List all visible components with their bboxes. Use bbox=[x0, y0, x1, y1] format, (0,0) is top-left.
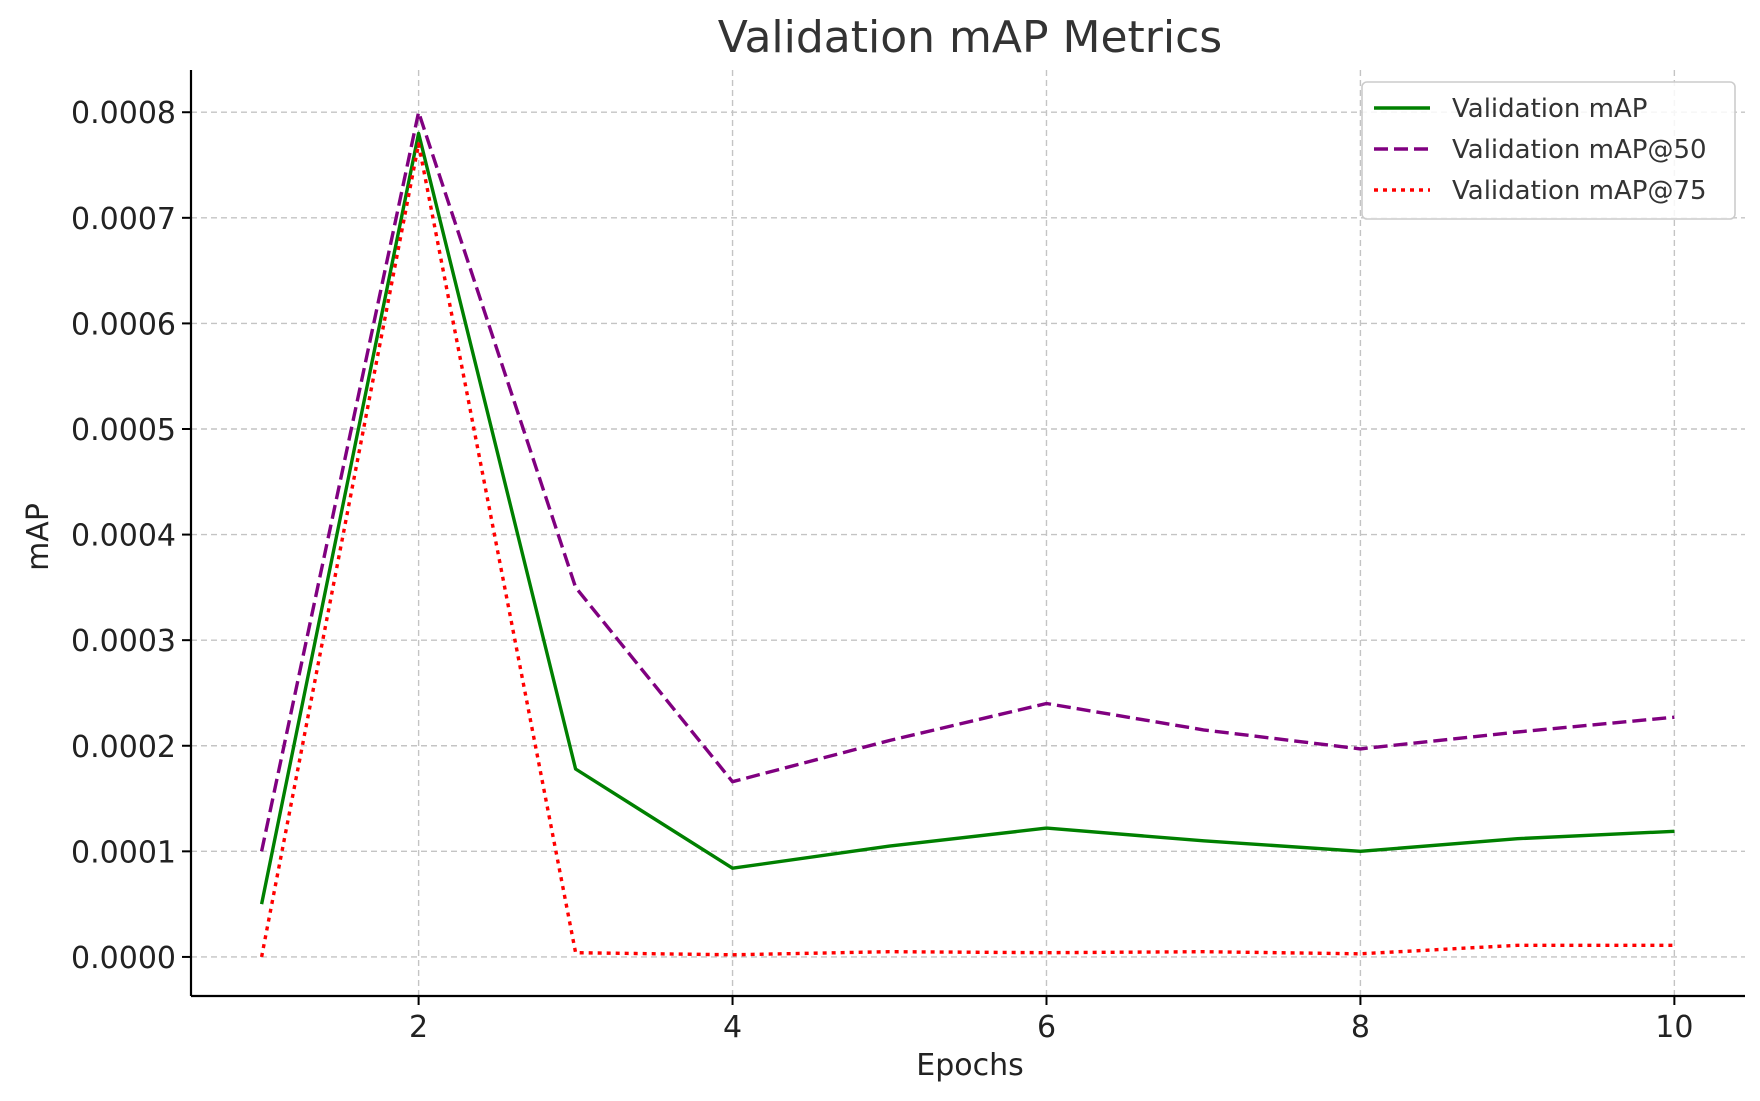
y-tick-label: 0.0006 bbox=[71, 307, 176, 342]
x-tick-label: 6 bbox=[1037, 1010, 1056, 1045]
x-axis-title: Epochs bbox=[916, 1048, 1024, 1083]
y-tick-label: 0.0008 bbox=[71, 96, 176, 131]
x-tick-label: 2 bbox=[409, 1010, 428, 1045]
y-axis-title: mAP bbox=[21, 503, 56, 571]
y-tick-label: 0.0005 bbox=[71, 413, 176, 448]
tick-labels: 2 4 6 8 10 0.0000 0.0001 0.0002 0.0003 0.0004 0.00… bbox=[71, 96, 1693, 1045]
axes bbox=[182, 70, 1745, 1005]
series-line-1 bbox=[259, 131, 1675, 905]
x-tick-label: 10 bbox=[1655, 1010, 1693, 1045]
legend: Validation mAP Validation mAP@50 Validatio… bbox=[1361, 81, 1736, 220]
legend-label-1: Validation mAP bbox=[1452, 94, 1647, 124]
legend-label-3: Validation mAP@75 bbox=[1452, 176, 1707, 206]
legend-label-2: Validation mAP@50 bbox=[1452, 135, 1707, 165]
y-tick-label: 0.0001 bbox=[71, 835, 176, 870]
x-tick-label: 8 bbox=[1351, 1010, 1370, 1045]
series-line-3 bbox=[259, 142, 1675, 958]
chart-title: Validation mAP Metrics bbox=[718, 12, 1222, 63]
y-tick-label: 0.0003 bbox=[71, 624, 176, 659]
legend-box bbox=[1361, 81, 1736, 220]
y-tick-label: 0.0002 bbox=[71, 730, 176, 765]
y-tick-label: 0.0007 bbox=[71, 202, 176, 237]
y-tick-label: 0.0000 bbox=[71, 941, 176, 976]
y-tick-label: 0.0004 bbox=[71, 519, 176, 554]
x-tick-label: 4 bbox=[723, 1010, 742, 1045]
series-line-2 bbox=[259, 110, 1675, 852]
series-lines bbox=[259, 110, 1675, 958]
